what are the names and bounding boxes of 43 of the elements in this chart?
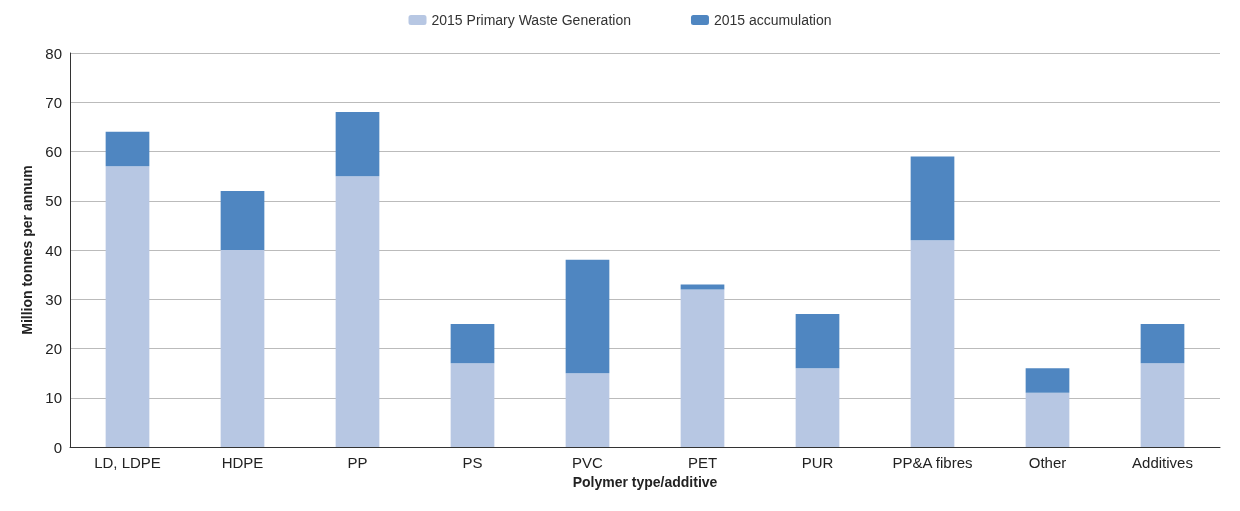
bar [1025, 392, 1070, 447]
bar [680, 289, 725, 447]
y-tick-label: 70 [45, 93, 62, 111]
bar [565, 259, 610, 374]
y-tick-label: 20 [45, 340, 62, 357]
bar [795, 314, 840, 369]
y-tick-label: 40 [45, 241, 62, 259]
y-tick-label: 80 [45, 44, 62, 62]
x-tick-label: HDPE [221, 454, 264, 471]
x-tick-label: PUR [801, 454, 834, 471]
bar [335, 112, 380, 177]
bar [105, 131, 150, 167]
bar [1140, 363, 1185, 447]
y-tick-label: 60 [45, 143, 62, 160]
bar [335, 176, 380, 447]
bar [1140, 323, 1185, 364]
y-axis-title: Million tonnes per annum [19, 165, 35, 335]
x-tick-label: Additives [1132, 454, 1193, 471]
y-tick-label: 0 [53, 438, 62, 456]
legend-label: 2015 Primary Waste Generation [431, 12, 631, 28]
bar [910, 240, 955, 447]
bar [450, 323, 495, 364]
x-tick-label: PS [462, 454, 483, 471]
bar [910, 156, 955, 241]
legend-label: 2015 accumulation [713, 12, 832, 28]
x-tick-label: LD, LDPE [94, 454, 161, 471]
bar [565, 373, 610, 447]
x-tick-label: PET [687, 454, 718, 471]
x-tick-label: PP [347, 454, 368, 471]
bar [220, 250, 265, 447]
bar [220, 190, 265, 250]
bar [795, 368, 840, 447]
bar [105, 166, 150, 447]
x-tick-label: PP&A fibres [892, 454, 973, 471]
bar [1025, 368, 1070, 393]
x-axis-title: Polymer type/additive [572, 474, 718, 490]
y-tick-label: 50 [45, 192, 62, 210]
y-tick-label: 30 [45, 290, 62, 308]
x-tick-label: Other [1028, 454, 1067, 471]
y-tick-label: 10 [45, 389, 62, 407]
x-tick-label: PVC [572, 454, 604, 471]
bar [680, 284, 725, 290]
bar [450, 363, 495, 447]
